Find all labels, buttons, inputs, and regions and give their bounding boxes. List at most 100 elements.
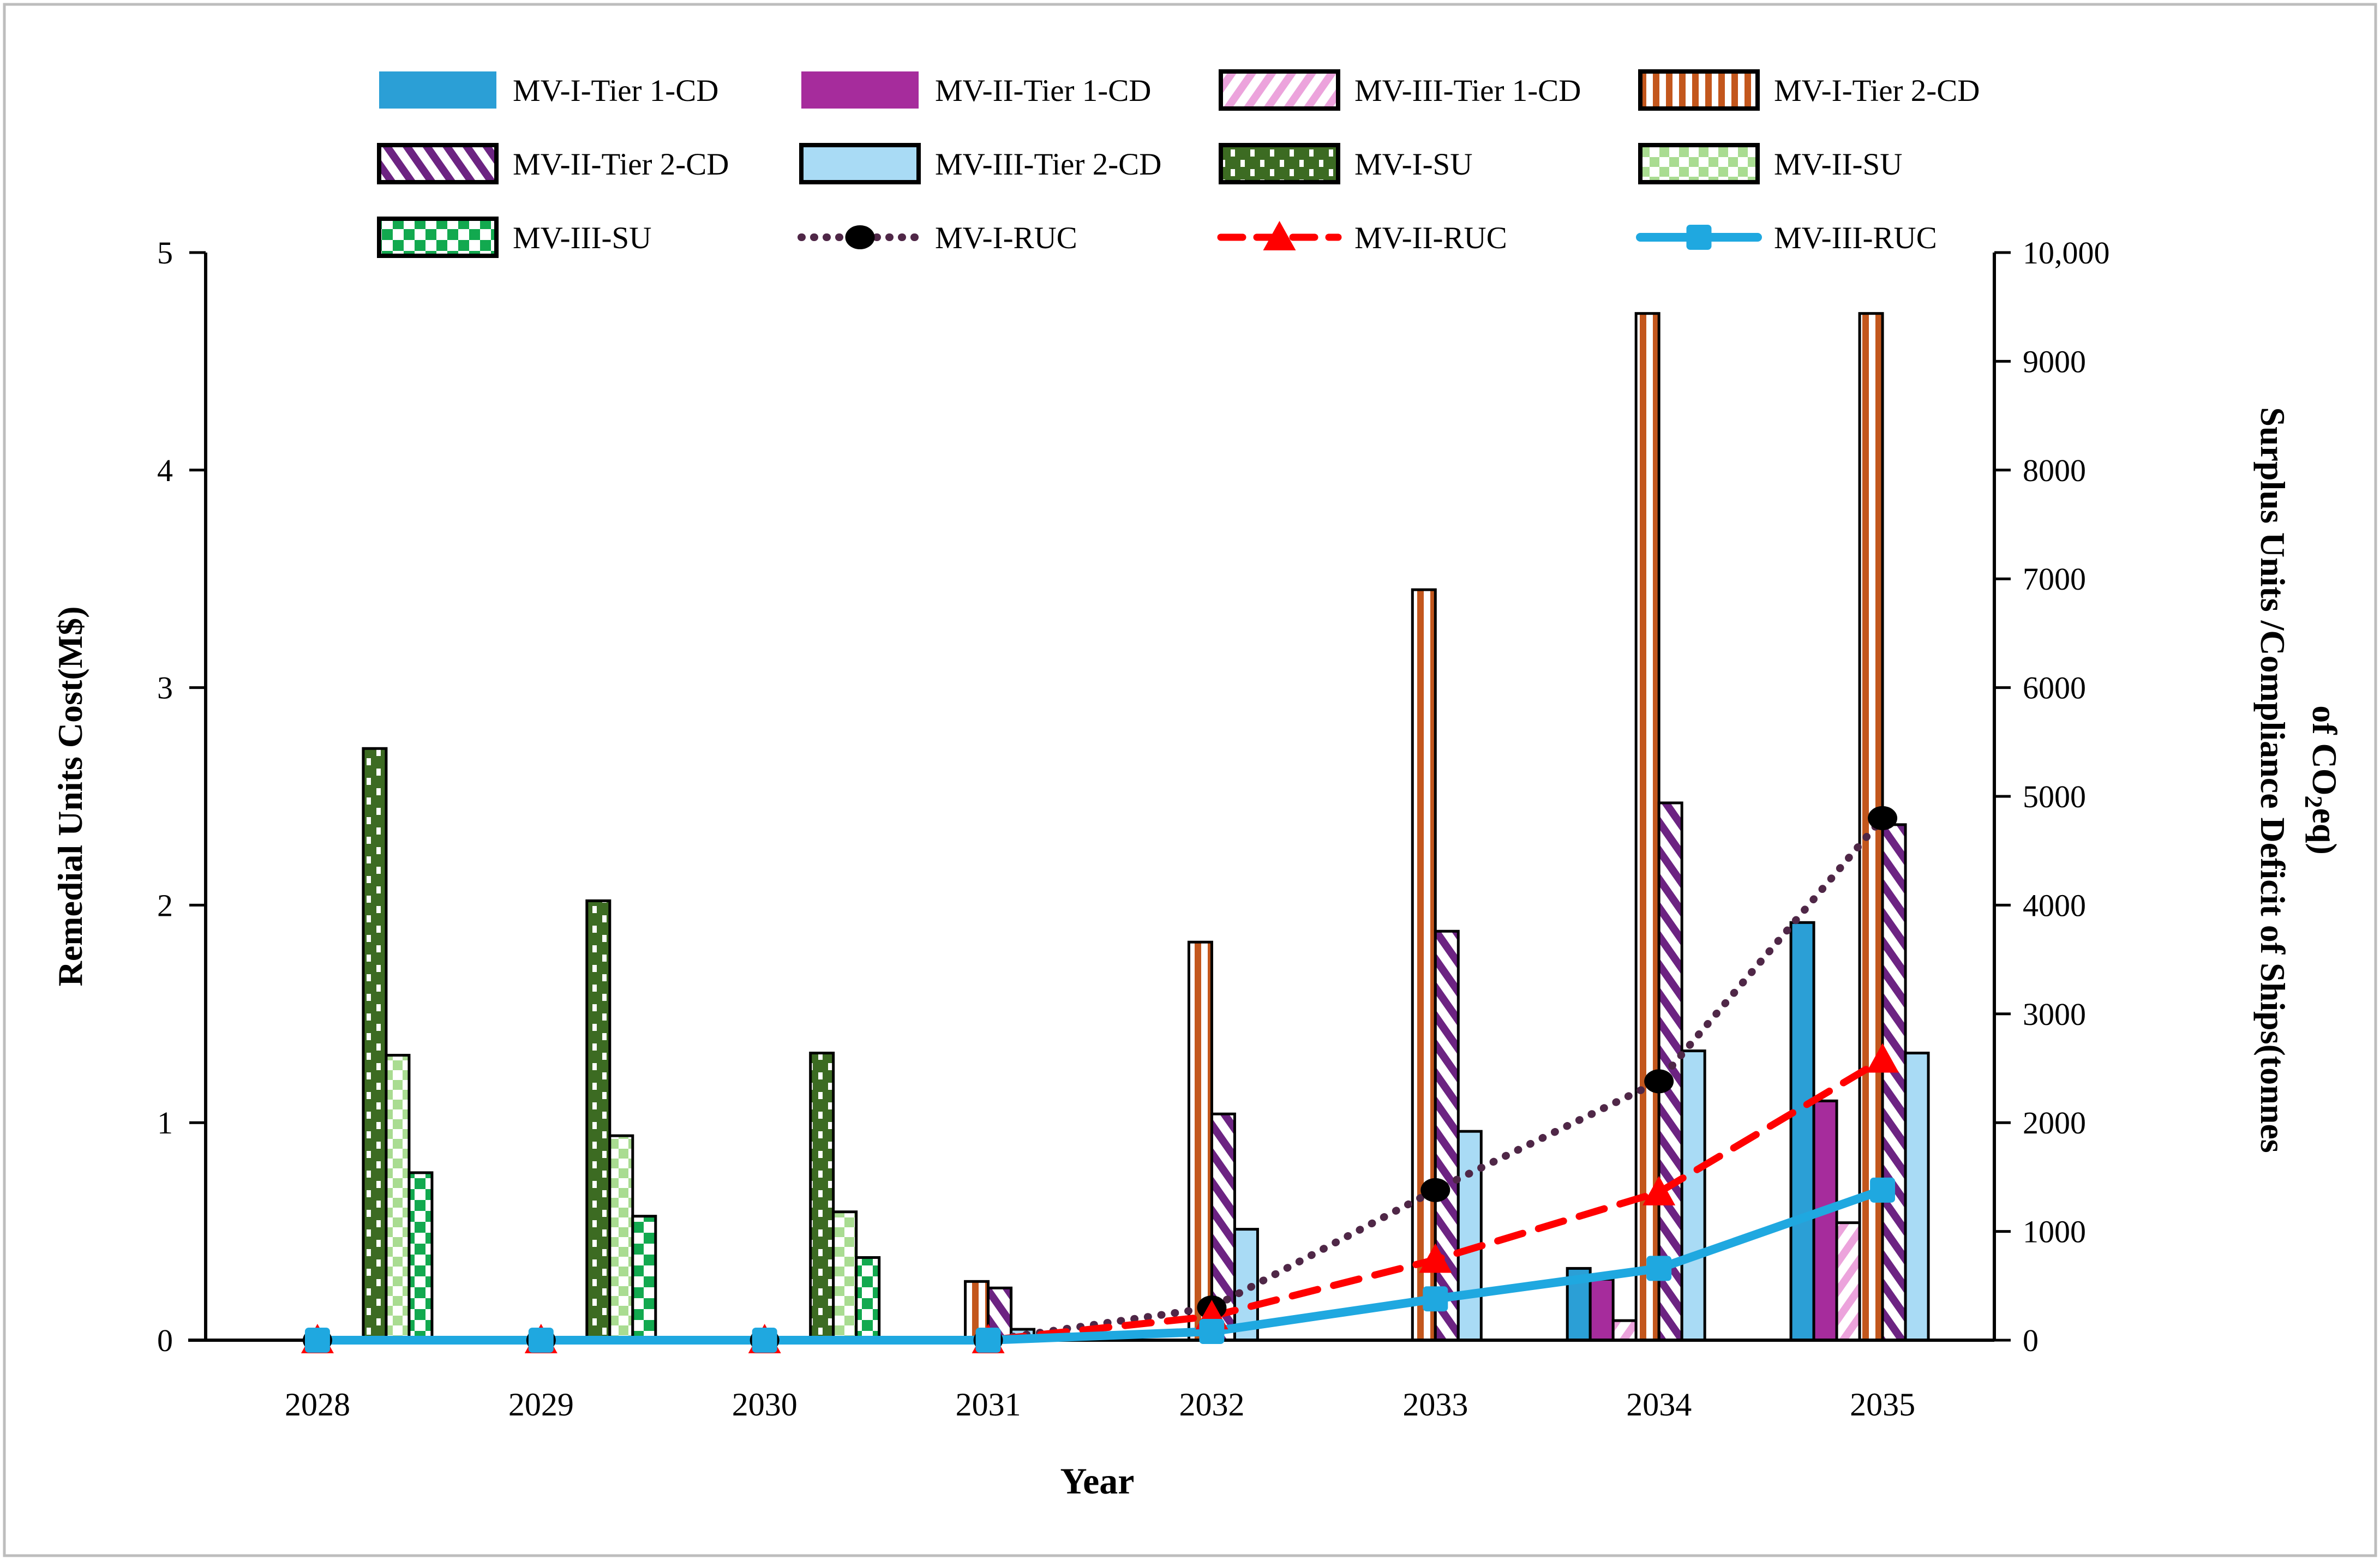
bar-MV-II-SU-2029 bbox=[608, 1134, 634, 1342]
left-tick-label: 1 bbox=[157, 1105, 173, 1141]
legend-swatch-MV-II-Tier 2-CD bbox=[377, 143, 499, 184]
legend-item-MV-II-Tier 2-CD bbox=[377, 143, 499, 184]
legend-item-MV-I-Tier 1-CD bbox=[379, 71, 496, 109]
left-tick-label: 5 bbox=[157, 235, 173, 271]
bar-MV-II-SU-2030 bbox=[832, 1210, 858, 1342]
legend-item-MV-III-RUC bbox=[1636, 225, 1762, 250]
bar-MV-I-SU-2030 bbox=[809, 1052, 835, 1342]
left-tick-label: 4 bbox=[157, 453, 173, 488]
marker-MV-III-RUC-2030 bbox=[752, 1328, 777, 1353]
marker-MV-III-RUC-2031 bbox=[975, 1328, 1001, 1353]
legend-item-MV-I-RUC bbox=[798, 225, 922, 249]
bar-MV-III-Tier 1-CD-2035 bbox=[1835, 1221, 1861, 1342]
marker-MV-I-RUC-2035 bbox=[1868, 806, 1898, 830]
right-tick-label: 2000 bbox=[2023, 1105, 2086, 1141]
right-axis-title-line1: Surplus Units /Compliance Deficit of Shi… bbox=[2253, 407, 2292, 1153]
left-tick-label: 2 bbox=[157, 887, 173, 923]
legend-label-MV-II-SU: MV-II-SU bbox=[1774, 147, 1902, 182]
bar-MV-II-Tier 2-CD-2033 bbox=[1434, 929, 1460, 1342]
bar-MV-III-Tier 2-CD-2035 bbox=[1904, 1052, 1930, 1342]
bar-MV-II-Tier 1-CD-2034 bbox=[1588, 1277, 1615, 1342]
right-axis-title-line2: of CO2eq) bbox=[2300, 705, 2344, 855]
bar-MV-III-SU-2030 bbox=[855, 1256, 881, 1342]
marker-MV-III-RUC-2029 bbox=[528, 1328, 554, 1353]
marker-MV-II-RUC-2033 bbox=[1419, 1243, 1452, 1273]
bar-MV-I-Tier 1-CD-2035 bbox=[1789, 921, 1815, 1342]
legend-swatch-MV-III-Tier 2-CD bbox=[799, 143, 921, 184]
legend-item-MV-II-RUC bbox=[1217, 221, 1342, 250]
legend-swatch-MV-II-SU bbox=[1638, 143, 1760, 184]
legend-swatch-MV-II-Tier 1-CD bbox=[801, 71, 919, 109]
legend-marker-MV-II-RUC bbox=[1263, 221, 1296, 250]
legend-swatch-MV-I-Tier 2-CD bbox=[1638, 69, 1760, 111]
legend-label-MV-I-SU: MV-I-SU bbox=[1354, 147, 1472, 182]
legend-item-MV-I-SU bbox=[1219, 143, 1340, 184]
legend-item-MV-III-Tier 2-CD bbox=[799, 143, 921, 184]
marker-MV-I-RUC-2034 bbox=[1644, 1069, 1674, 1094]
legend-swatch-MV-III-SU bbox=[377, 217, 499, 258]
figure-border bbox=[3, 3, 2377, 1557]
legend-item-MV-III-SU bbox=[377, 217, 499, 258]
legend-item-MV-II-Tier 1-CD bbox=[801, 71, 919, 109]
legend-item-MV-I-Tier 2-CD bbox=[1638, 69, 1760, 111]
x-axis-title: Year bbox=[1060, 1460, 1135, 1502]
legend-swatch-MV-III-Tier 1-CD bbox=[1219, 69, 1340, 111]
year-tick-label: 2034 bbox=[1626, 1387, 1692, 1423]
legend-label-MV-I-RUC: MV-I-RUC bbox=[935, 221, 1077, 255]
marker-MV-I-RUC-2033 bbox=[1420, 1178, 1450, 1202]
line-MV-III-RUC bbox=[313, 1185, 1887, 1345]
bar-MV-III-SU-2028 bbox=[407, 1171, 434, 1342]
year-tick-label: 2035 bbox=[1850, 1387, 1915, 1423]
right-tick-label: 9000 bbox=[2023, 344, 2086, 379]
right-tick-label: 8000 bbox=[2023, 453, 2086, 488]
legend-label-MV-I-Tier 1-CD: MV-I-Tier 1-CD bbox=[513, 74, 718, 108]
right-tick-label: 3000 bbox=[2023, 997, 2086, 1032]
marker-MV-II-RUC-2034 bbox=[1642, 1175, 1676, 1205]
legend-label-MV-III-RUC: MV-III-RUC bbox=[1774, 221, 1937, 255]
legend-label-MV-III-Tier 1-CD: MV-III-Tier 1-CD bbox=[1354, 74, 1581, 108]
legend-label-MV-II-Tier 1-CD: MV-II-Tier 1-CD bbox=[935, 74, 1151, 108]
legend-item-MV-II-SU bbox=[1638, 143, 1760, 184]
marker-MV-III-RUC-2028 bbox=[304, 1328, 330, 1353]
bar-MV-III-Tier 2-CD-2034 bbox=[1680, 1049, 1706, 1342]
legend-item-MV-III-Tier 1-CD bbox=[1219, 69, 1340, 111]
year-tick-label: 2031 bbox=[956, 1387, 1021, 1423]
legend-swatch-MV-I-Tier 1-CD bbox=[379, 71, 496, 109]
right-tick-label: 10,000 bbox=[2023, 235, 2110, 271]
marker-MV-III-RUC-2032 bbox=[1199, 1319, 1225, 1345]
bar-MV-I-SU-2028 bbox=[362, 747, 388, 1342]
left-tick-label: 3 bbox=[157, 670, 173, 706]
legend-label-MV-II-RUC: MV-II-RUC bbox=[1354, 221, 1507, 255]
legend-label-MV-III-Tier 2-CD: MV-III-Tier 2-CD bbox=[935, 147, 1161, 182]
left-axis-title: Remedial Units Cost(M$) bbox=[51, 607, 89, 987]
bar-MV-III-SU-2029 bbox=[631, 1215, 657, 1342]
marker-MV-III-RUC-2033 bbox=[1423, 1286, 1448, 1312]
year-tick-label: 2028 bbox=[285, 1387, 350, 1423]
year-tick-label: 2033 bbox=[1402, 1387, 1468, 1423]
right-tick-label: 1000 bbox=[2023, 1214, 2086, 1250]
legend-label-MV-III-SU: MV-III-SU bbox=[513, 221, 651, 255]
legend-marker-MV-III-RUC bbox=[1686, 225, 1712, 250]
bar-MV-III-Tier 2-CD-2033 bbox=[1456, 1130, 1483, 1342]
bar-MV-II-SU-2028 bbox=[385, 1054, 411, 1342]
bar-MV-II-Tier 1-CD-2035 bbox=[1812, 1099, 1838, 1342]
marker-MV-III-RUC-2034 bbox=[1646, 1256, 1672, 1281]
right-tick-label: 4000 bbox=[2023, 887, 2086, 923]
year-tick-label: 2029 bbox=[508, 1387, 574, 1423]
marker-MV-III-RUC-2035 bbox=[1870, 1177, 1896, 1203]
year-tick-label: 2032 bbox=[1179, 1387, 1244, 1423]
bar-MV-I-Tier 2-CD-2032 bbox=[1187, 940, 1213, 1342]
marker-MV-II-RUC-2035 bbox=[1866, 1043, 1899, 1073]
right-tick-label: 6000 bbox=[2023, 670, 2086, 706]
bar-MV-I-Tier 2-CD-2033 bbox=[1411, 588, 1437, 1342]
bar-MV-I-SU-2029 bbox=[585, 899, 612, 1342]
right-tick-label: 0 bbox=[2023, 1323, 2039, 1358]
legend-swatch-MV-I-SU bbox=[1219, 143, 1340, 184]
right-tick-label: 5000 bbox=[2023, 779, 2086, 814]
year-tick-label: 2030 bbox=[732, 1387, 798, 1423]
bar-MV-III-Tier 1-CD-2034 bbox=[1611, 1319, 1638, 1342]
legend-label-MV-I-Tier 2-CD: MV-I-Tier 2-CD bbox=[1774, 74, 1980, 108]
left-tick-label: 0 bbox=[157, 1323, 173, 1358]
